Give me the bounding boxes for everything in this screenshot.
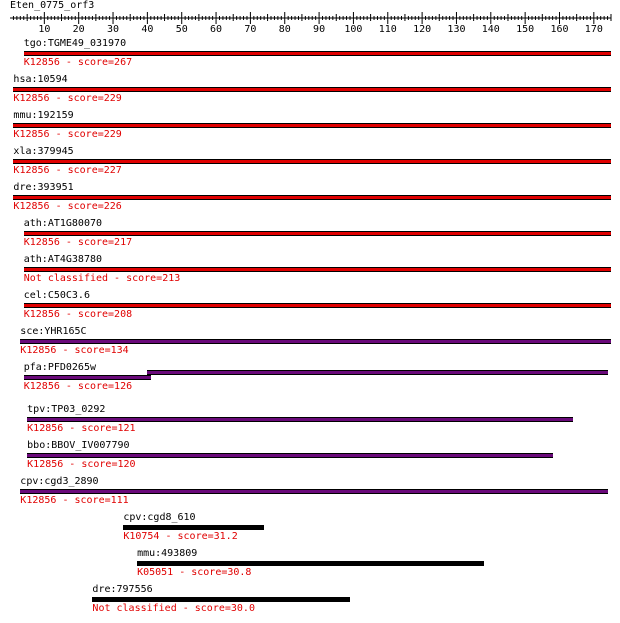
hit-score[interactable]: Not classified - score=30.0	[92, 603, 255, 614]
hit-score[interactable]: K12856 - score=134	[20, 345, 129, 356]
hit-alignment-bar[interactable]	[23, 51, 611, 56]
hit-label[interactable]: bbo:BBOV_IV007790	[27, 440, 130, 451]
hit-alignment-bar[interactable]	[123, 525, 265, 530]
hit-alignment-bar[interactable]	[13, 123, 611, 128]
hit-label[interactable]: mmu:192159	[13, 110, 74, 121]
hit-label[interactable]: dre:393951	[13, 182, 74, 193]
ruler-tick-label: 100	[344, 24, 362, 34]
hit-score[interactable]: K12856 - score=217	[23, 237, 133, 248]
hit-alignment-bar[interactable]	[23, 303, 611, 308]
hit-label[interactable]: dre:797556	[92, 584, 153, 595]
hit-alignment-bar[interactable]	[13, 87, 611, 92]
hit-alignment-bar[interactable]	[27, 417, 574, 422]
ruler-tick-label: 90	[313, 24, 325, 34]
ruler-tick-labels: 10 20 30 40 50 60 70 80 90 100 110 120 130 140 150 160 1…	[38, 24, 603, 34]
hit-alignment-bar[interactable]	[13, 159, 611, 164]
hit-alignment-bar[interactable]	[23, 231, 611, 236]
hit-label[interactable]: mmu:493809	[137, 548, 198, 559]
hit-score[interactable]: K12856 - score=208	[23, 309, 133, 320]
ruler-tick-label: 120	[413, 24, 431, 34]
ruler-tick-label: 170	[585, 24, 603, 34]
hit-alignment-bar[interactable]	[147, 370, 608, 375]
ruler-tick-label: 60	[210, 24, 222, 34]
ruler-tick-label: 30	[107, 24, 119, 34]
hit-label[interactable]: pfa:PFD0265w	[23, 362, 96, 373]
hit-alignment-bar[interactable]	[23, 267, 611, 272]
hit-label[interactable]: ath:AT4G38780	[23, 254, 103, 265]
hit-alignment-bar[interactable]	[13, 195, 611, 200]
ruler-tick-label: 20	[73, 24, 85, 34]
ruler-axis: 10 20 30 40 50 60 70 80 90 100 110 120 130 140 150 160 1…	[10, 12, 612, 34]
query-title: Eten_0775_orf3	[10, 0, 95, 11]
hit-label[interactable]: ath:AT1G80070	[23, 218, 103, 229]
hit-score[interactable]: K12856 - score=126	[23, 381, 133, 392]
hit-score[interactable]: K12856 - score=267	[23, 57, 133, 68]
hit-score[interactable]: Not classified - score=213	[23, 273, 181, 284]
hit-alignment-bar[interactable]	[137, 561, 484, 566]
hit-score[interactable]: K12856 - score=121	[27, 423, 136, 434]
ruler-tick-label: 140	[482, 24, 500, 34]
ruler-tick-label: 150	[516, 24, 534, 34]
hit-score[interactable]: K12856 - score=227	[13, 165, 122, 176]
ruler-tick-label: 40	[141, 24, 153, 34]
hit-score[interactable]: K05051 - score=30.8	[137, 567, 252, 578]
hit-label[interactable]: xla:379945	[13, 146, 74, 157]
ruler-ticks	[12, 12, 612, 24]
hit-label[interactable]: cpv:cgd8_610	[123, 512, 196, 523]
hit-label[interactable]: cel:C50C3.6	[23, 290, 90, 301]
ruler-tick-label: 80	[279, 24, 291, 34]
ruler-tick-label: 10	[38, 24, 50, 34]
hit-alignment-bar[interactable]	[23, 375, 151, 380]
ruler-tick-label: 70	[244, 24, 256, 34]
hit-score[interactable]: K12856 - score=226	[13, 201, 122, 212]
hit-alignment-bar[interactable]	[27, 453, 553, 458]
hit-score[interactable]: K10754 - score=31.2	[123, 531, 238, 542]
hit-score[interactable]: K12856 - score=120	[27, 459, 136, 470]
hit-alignment-bar[interactable]	[92, 597, 350, 602]
ruler-tick-label: 50	[176, 24, 188, 34]
hit-label[interactable]: sce:YHR165C	[20, 326, 87, 337]
hit-score[interactable]: K12856 - score=229	[13, 93, 122, 104]
ruler-tick-label: 130	[447, 24, 465, 34]
hit-alignment-bar[interactable]	[20, 339, 611, 344]
ruler-tick-label: 160	[550, 24, 568, 34]
hit-label[interactable]: tgo:TGME49_031970	[23, 38, 127, 49]
ruler-tick-label: 110	[379, 24, 397, 34]
hit-score[interactable]: K12856 - score=111	[20, 495, 129, 506]
hit-label[interactable]: cpv:cgd3_2890	[20, 476, 99, 487]
hit-alignment-bar[interactable]	[20, 489, 608, 494]
hit-score[interactable]: K12856 - score=229	[13, 129, 122, 140]
hit-label[interactable]: tpv:TP03_0292	[27, 404, 106, 415]
hit-label[interactable]: hsa:10594	[13, 74, 68, 85]
